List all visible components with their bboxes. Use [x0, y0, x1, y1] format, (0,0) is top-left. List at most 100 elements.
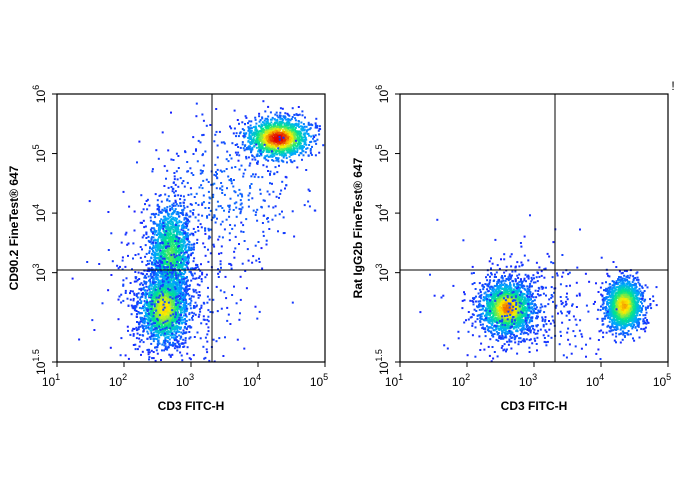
- event-dot-0-2-1302: [284, 145, 286, 148]
- event-dot-0-3-67: [187, 170, 190, 173]
- event-dot-0-1-1593: [164, 324, 167, 327]
- event-dot-0-0-828: [181, 224, 184, 227]
- event-dot-0-2-646: [234, 151, 237, 154]
- event-dot-0-1-90: [185, 300, 188, 303]
- event-dot-0-0-1009: [179, 233, 182, 236]
- event-dot-0-1-797: [179, 317, 182, 320]
- event-dot-0-1-467: [157, 302, 160, 305]
- event-dot-0-2-1065: [290, 160, 293, 163]
- event-dot-0-1-154: [161, 305, 164, 308]
- event-dot-0-1-415: [144, 297, 147, 300]
- event-dot-0-3-315: [207, 237, 210, 240]
- event-dot-0-1-53: [134, 271, 137, 273]
- event-dot-0-1-1577: [184, 310, 187, 313]
- event-dot-0-2-738: [281, 118, 284, 121]
- event-dot-0-4-71: [185, 281, 188, 284]
- event-dot-0-2-1325: [268, 147, 271, 150]
- event-dot-0-3-238: [229, 197, 232, 200]
- event-dot-0-4-75: [138, 345, 141, 348]
- event-dot-0-2-946: [274, 121, 276, 124]
- event-dot-0-0-20: [147, 262, 149, 265]
- event-dot-0-1-1502: [159, 321, 162, 324]
- event-dot-0-3-397: [307, 188, 310, 191]
- event-dot-0-1-1561: [183, 301, 186, 304]
- event-dot-0-2-1250: [298, 141, 301, 144]
- event-dot-0-0-211: [182, 242, 185, 245]
- event-dot-0-2-451: [241, 128, 244, 131]
- event-dot-0-0-1487: [168, 238, 171, 241]
- event-dot-0-0-1479: [150, 238, 153, 241]
- event-dot-0-1-1564: [143, 309, 145, 312]
- event-dot-0-2-270: [254, 116, 257, 119]
- event-dot-0-3-393: [200, 278, 203, 280]
- event-dot-0-3-396: [189, 167, 192, 170]
- event-dot-0-1-55: [174, 294, 177, 297]
- event-dot-0-1-602: [188, 288, 191, 290]
- event-dot-0-2-893: [271, 153, 274, 156]
- event-dot-0-0-368: [170, 259, 173, 261]
- event-dot-0-0-1208: [158, 225, 161, 228]
- event-dot-0-1-1046: [153, 297, 156, 300]
- event-dot-0-4-113: [171, 332, 174, 335]
- event-dot-0-2-1243: [262, 147, 265, 150]
- event-dot-0-1-1373: [155, 280, 158, 283]
- event-dot-0-0-1445: [170, 219, 173, 221]
- event-dot-0-1-201: [183, 326, 186, 329]
- event-dot-0-0-1198: [167, 243, 170, 246]
- event-dot-0-2-1232: [287, 137, 289, 139]
- event-dot-0-0-1034: [153, 261, 156, 264]
- event-dot-0-3-122: [280, 189, 283, 192]
- event-dot-0-0-972: [172, 262, 175, 265]
- event-dot-0-3-321: [186, 205, 189, 208]
- event-dot-0-0-931: [181, 223, 184, 226]
- event-dot-0-1-510: [174, 267, 176, 270]
- event-dot-0-3-200: [252, 209, 255, 212]
- event-dot-0-2-364: [298, 138, 301, 141]
- event-dot-0-2-301: [318, 125, 321, 128]
- event-dot-0-3-245: [194, 231, 197, 234]
- event-dot-0-2-864: [307, 121, 310, 124]
- event-dot-0-0-1121: [172, 273, 175, 276]
- event-dot-0-0-1080: [164, 226, 167, 229]
- event-dot-0-2-967: [277, 123, 279, 126]
- event-dot-0-4-21: [168, 271, 171, 274]
- event-dot-0-4-82: [182, 229, 185, 232]
- event-dot-0-1-1339: [172, 300, 175, 303]
- event-dot-0-2-807: [305, 138, 308, 141]
- event-dot-0-0-1088: [163, 239, 166, 242]
- event-dot-0-3-120: [140, 194, 143, 197]
- event-dot-0-3-157: [284, 187, 286, 190]
- event-dot-0-0-1153: [159, 228, 161, 231]
- event-dot-0-2-996: [267, 146, 270, 149]
- event-dot-0-3-273: [199, 169, 202, 172]
- event-dot-0-3-382: [195, 192, 198, 195]
- event-dot-0-0-112: [204, 232, 207, 235]
- event-dot-0-1-1096: [159, 317, 162, 320]
- event-dot-0-3-133: [251, 261, 254, 264]
- event-dot-0-0-668: [166, 240, 169, 243]
- event-dot-0-2-933: [290, 138, 293, 141]
- event-dot-0-1-1042: [173, 310, 176, 313]
- event-dot-0-1-881: [159, 303, 162, 306]
- event-dot-0-0-1409: [171, 242, 174, 245]
- event-dot-0-2-318: [307, 128, 310, 131]
- event-dot-0-3-129: [201, 154, 204, 157]
- event-dot-0-2-75: [267, 155, 270, 158]
- event-dot-0-0-951: [149, 246, 151, 249]
- event-dot-0-3-316: [246, 248, 249, 251]
- event-dot-0-2-1272: [300, 152, 303, 155]
- event-dot-0-2-287: [261, 151, 263, 154]
- event-dot-0-2-566: [300, 128, 303, 131]
- event-dot-0-2-1211: [257, 138, 260, 140]
- event-dot-0-1-708: [185, 290, 188, 293]
- event-dot-0-1-870: [138, 333, 141, 336]
- event-dot-0-1-979: [163, 344, 166, 347]
- event-dot-0-0-684: [175, 219, 178, 222]
- event-dot-0-3-294: [249, 162, 252, 165]
- event-dot-0-1-393: [168, 338, 171, 341]
- event-dot-0-1-1573: [161, 296, 164, 299]
- event-dot-0-0-251: [185, 265, 188, 268]
- event-dot-0-2-1016: [272, 159, 275, 162]
- event-dot-0-2-1131: [266, 120, 269, 123]
- event-dot-0-2-471: [279, 111, 282, 114]
